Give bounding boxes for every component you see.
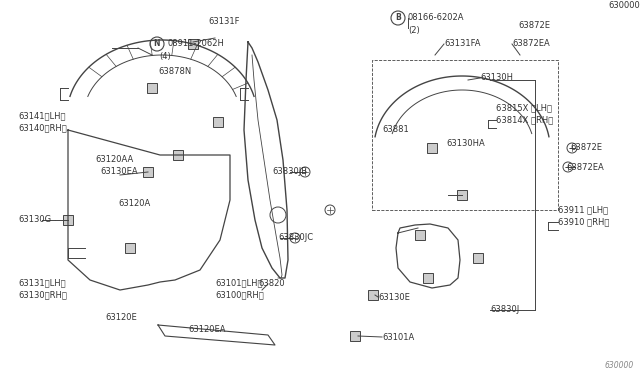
Text: 63872EA: 63872EA: [566, 163, 604, 171]
Text: 63141〈LH〉: 63141〈LH〉: [18, 112, 65, 121]
Text: 63140〈RH〉: 63140〈RH〉: [18, 124, 67, 132]
Bar: [473, 253, 483, 263]
Text: 63130E: 63130E: [378, 292, 410, 301]
Bar: [423, 273, 433, 283]
Text: 63815X 〈LH〉: 63815X 〈LH〉: [496, 103, 552, 112]
Text: 63101〈LH〉: 63101〈LH〉: [215, 279, 262, 288]
Text: 630000: 630000: [608, 1, 640, 10]
Text: 63130EA: 63130EA: [100, 167, 138, 176]
Text: 63830J: 63830J: [490, 305, 519, 314]
Bar: [173, 150, 183, 160]
Bar: [63, 215, 73, 225]
Text: 63830JB: 63830JB: [272, 167, 307, 176]
Text: 630000: 630000: [605, 360, 634, 369]
Bar: [147, 83, 157, 93]
Text: 63881: 63881: [382, 125, 409, 135]
Text: B: B: [395, 13, 401, 22]
Text: 63830JC: 63830JC: [278, 234, 313, 243]
Text: 63872EA: 63872EA: [512, 38, 550, 48]
Text: 63120EA: 63120EA: [188, 326, 225, 334]
Text: 63100〈RH〉: 63100〈RH〉: [215, 291, 264, 299]
Text: 63911 〈LH〉: 63911 〈LH〉: [558, 205, 608, 215]
Text: 63130H: 63130H: [480, 73, 513, 81]
Text: 63131〈LH〉: 63131〈LH〉: [18, 279, 66, 288]
Text: (4): (4): [159, 51, 171, 61]
Bar: [368, 290, 378, 300]
Bar: [415, 230, 425, 240]
Text: 63120E: 63120E: [105, 314, 137, 323]
Text: 63130G: 63130G: [18, 215, 51, 224]
Bar: [427, 143, 437, 153]
Bar: [350, 331, 360, 341]
Text: 63872E: 63872E: [570, 144, 602, 153]
Bar: [143, 167, 153, 177]
Text: 63101A: 63101A: [382, 333, 414, 341]
Text: 63872E: 63872E: [518, 20, 550, 29]
Text: N: N: [154, 39, 160, 48]
Bar: [125, 243, 135, 253]
Text: 63131FA: 63131FA: [444, 38, 481, 48]
Text: (2): (2): [408, 26, 420, 35]
Text: 63130〈RH〉: 63130〈RH〉: [18, 291, 67, 299]
Bar: [457, 190, 467, 200]
Bar: [188, 39, 198, 49]
Text: 63878N: 63878N: [158, 67, 191, 77]
Text: 63120A: 63120A: [118, 199, 150, 208]
Text: 08166-6202A: 08166-6202A: [408, 13, 465, 22]
Text: 63910 〈RH〉: 63910 〈RH〉: [558, 218, 609, 227]
Text: 63820: 63820: [258, 279, 285, 289]
Text: 63120AA: 63120AA: [95, 154, 133, 164]
Text: 08911-2062H: 08911-2062H: [167, 39, 224, 48]
Text: 63131F: 63131F: [208, 17, 239, 26]
Text: 63814X 〈RH〉: 63814X 〈RH〉: [496, 115, 553, 125]
Text: 63130HA: 63130HA: [446, 138, 484, 148]
Bar: [213, 117, 223, 127]
